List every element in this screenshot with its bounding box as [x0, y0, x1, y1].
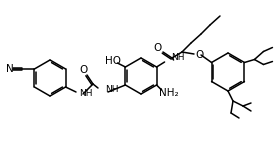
Text: NH: NH [105, 85, 118, 94]
Text: NH: NH [172, 53, 185, 62]
Text: O: O [154, 43, 162, 53]
Text: O: O [195, 50, 203, 60]
Text: NH₂: NH₂ [159, 88, 178, 98]
Text: O: O [80, 65, 88, 75]
Text: HO: HO [105, 56, 121, 66]
Text: NH: NH [79, 89, 92, 97]
Text: N: N [6, 64, 13, 74]
